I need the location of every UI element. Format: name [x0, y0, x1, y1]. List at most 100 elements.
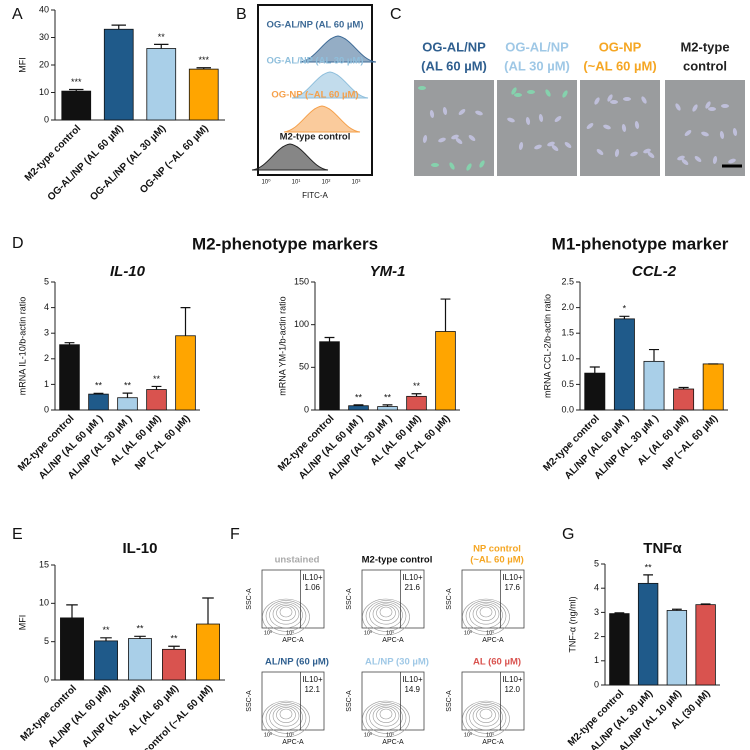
y-tick-label: 0 [44, 404, 49, 414]
cell [547, 141, 555, 147]
y-tick-label: 3 [594, 607, 599, 617]
chart-title: IL-10 [110, 263, 146, 280]
bar [60, 617, 84, 681]
contour [369, 703, 403, 731]
error-bar [134, 635, 146, 639]
x-tick-label: 10² [322, 180, 331, 186]
error-bar [69, 88, 84, 92]
bar [609, 613, 630, 686]
contour [276, 707, 296, 723]
cell [479, 160, 485, 168]
panel-label: G [562, 526, 574, 543]
bar [348, 405, 369, 411]
chart-title: YM-1 [370, 263, 406, 280]
significance-label: *** [71, 77, 82, 87]
contour [272, 705, 300, 727]
bar [666, 610, 688, 686]
histogram-label: OG-AL/NP (AL 30 µM) [267, 56, 364, 67]
bar [406, 395, 427, 411]
y-tick-label: 20 [39, 59, 49, 69]
contour [472, 603, 500, 625]
y-axis-label: mRNA YM-1/b-actin ratio [277, 296, 287, 395]
contour [369, 601, 403, 629]
micrograph-label: OG-AL/NP [422, 39, 486, 54]
contour [365, 600, 407, 632]
y-tick-label: 2.5 [561, 276, 574, 286]
gate-label: IL10+ [502, 573, 523, 582]
contour [465, 600, 507, 632]
cell [586, 123, 594, 129]
significance-label: ** [384, 392, 392, 402]
error-bar [196, 67, 211, 70]
contour [469, 703, 503, 731]
bar [94, 640, 118, 681]
cell [712, 156, 718, 164]
y-tick-label: 1.0 [561, 353, 574, 363]
cell [449, 162, 455, 170]
x-tick-label: 10¹ [386, 630, 394, 636]
cell [422, 135, 428, 143]
y-tick-label: 5 [44, 636, 49, 646]
y-axis-label: mRNA CCL-2/b-actin ratio [542, 294, 552, 398]
micrograph-label: (~AL 60 µM) [583, 58, 656, 73]
bar [196, 623, 220, 681]
y-tick-label: 4 [594, 583, 599, 593]
bar [117, 397, 138, 411]
x-tick-label: 10¹ [486, 732, 494, 738]
histogram-curve [283, 105, 361, 133]
plot-frame [461, 569, 525, 629]
x-tick-label: 10⁰ [264, 731, 273, 738]
error-bar [643, 574, 654, 584]
cell [647, 152, 655, 158]
error-bar [411, 393, 422, 397]
micrograph [580, 80, 660, 176]
bar [61, 90, 92, 121]
cell [458, 109, 466, 115]
cell [721, 104, 729, 108]
contour [279, 606, 293, 618]
x-tick-label: 10¹ [486, 630, 494, 636]
bar [643, 360, 665, 411]
bar [88, 393, 109, 411]
y-tick-label: 1 [594, 655, 599, 665]
x-tick-label: NP (~AL 60 µM) [133, 413, 192, 472]
cell [511, 87, 517, 95]
bar [59, 344, 80, 411]
bar [637, 582, 659, 686]
significance-label: ** [170, 634, 178, 644]
cell [455, 138, 463, 144]
error-bar [111, 24, 126, 30]
cell [564, 142, 572, 148]
significance-label: ** [158, 32, 166, 42]
cell [732, 128, 738, 136]
histogram-label: OG-AL/NP (AL 60 µM) [267, 20, 364, 31]
bar [175, 335, 196, 411]
gate-label: IL10+ [402, 573, 423, 582]
bar [695, 604, 716, 686]
panel-label: C [390, 6, 402, 23]
bar [435, 331, 456, 411]
contour [379, 708, 393, 720]
cell [551, 145, 559, 151]
contour [479, 708, 493, 720]
y-tick-label: 40 [39, 4, 49, 14]
error-bar [122, 392, 133, 398]
y-tick-label: 0 [44, 114, 49, 124]
cell [418, 86, 426, 90]
error-bar [64, 342, 75, 345]
gate-value: 14.9 [404, 685, 420, 694]
contour [465, 702, 507, 734]
y-axis-label: SSC-A [246, 690, 253, 712]
contour [469, 601, 503, 629]
contour [476, 605, 496, 621]
y-axis-label: SSC-A [346, 588, 353, 610]
micrograph-label: OG-NP [599, 39, 642, 54]
contour [365, 702, 407, 734]
x-tick-label: AL/NP (AL 60 µM) [46, 683, 113, 750]
error-bar [168, 645, 180, 650]
cell [429, 110, 435, 118]
cell [728, 158, 736, 164]
x-tick-label: 10⁰ [364, 629, 373, 636]
contour [265, 702, 307, 734]
cell [538, 114, 544, 122]
